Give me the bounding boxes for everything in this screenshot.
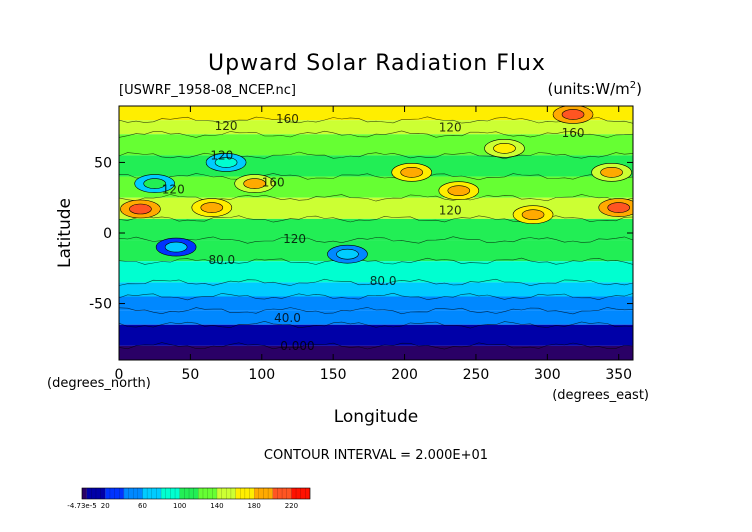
latitude-band [119,240,633,262]
contour-label: 120 [283,232,306,246]
latitude-band [119,176,633,198]
contour-region [400,167,423,178]
y-unit-note: (degrees_north) [47,376,151,391]
latitude-band [119,197,633,219]
contour-region [129,203,152,215]
latitude-band [119,106,633,121]
colorbar-tick-label: 220 [285,502,298,510]
contour-region [143,178,166,189]
x-tick-label: 0 [115,367,124,383]
latitude-band [119,345,633,360]
y-tick-label: -50 [89,297,112,313]
colorbar-min-label: -4.73e-5 [67,502,96,510]
contour-line [119,342,633,350]
y-tick-label: 50 [94,155,112,171]
contour-label: 120 [439,120,462,134]
contour-region [493,143,516,154]
colorbar-tick-label: 100 [173,502,186,510]
colorbar-swatch [82,488,87,499]
latitude-band [119,296,633,311]
contour-line [119,292,633,301]
contour-label: 160 [262,175,285,189]
x-tick-label: 50 [181,367,199,383]
contour-region [521,209,545,220]
contour-interval-note: CONTOUR INTERVAL = 2.000E+01 [264,448,488,463]
colorbar-tick-label: 60 [138,502,147,510]
latitude-band [119,324,633,346]
contour-label: 160 [276,112,299,126]
contour-region [561,109,585,120]
contour-label: 0.000 [280,339,314,353]
contour-label: 160 [562,126,585,140]
latitude-band [119,310,633,325]
contour-region [336,248,359,260]
contour-region [243,178,266,189]
contour-line [119,173,633,181]
contour-line [119,278,633,287]
y-axis: 50 0 -50 [89,155,633,313]
x-axis-title: Longitude [334,407,419,427]
latitude-band [119,155,633,177]
plot-area: 160 120 120 160 120 160 120 120 120 80.0 80.0 40.0 0… [119,106,633,360]
data-file-label: [USWRF_1958-08_NCEP.nc] [119,83,296,98]
contour-region [600,167,623,178]
colorbar-frame [81,487,311,500]
contour-label: 120 [439,204,462,218]
contour-label: 120 [162,182,185,196]
x-tick-label: 250 [463,367,490,383]
contour-label: 40.0 [274,311,301,325]
units-label: (units:W/m2) [547,80,642,98]
latitude-band [119,218,633,241]
contour-region [607,202,631,213]
contour-region [214,157,238,168]
contour-region [200,202,224,213]
latitude-band [119,261,633,283]
contour-label: 80.0 [208,253,235,267]
contour-label: 120 [210,149,233,163]
contour-region [164,241,188,253]
contour-line [119,320,633,329]
x-tick-label: 300 [534,367,561,383]
contour-label: 120 [215,119,238,133]
contour-line [119,236,633,244]
latitude-band [119,282,633,297]
colorbar-tick-label: 20 [101,502,110,510]
y-axis-title: Latitude [55,198,75,268]
x-axis: 0 50 100 150 200 250 300 350 [115,106,632,383]
latitude-band [119,120,633,135]
x-tick-label: 100 [248,367,275,383]
x-tick-label: 150 [320,367,347,383]
chart-title: Upward Solar Radiation Flux [208,51,546,76]
colorbar-tick-label: 140 [210,502,223,510]
contour-label: 80.0 [370,274,397,288]
x-tick-label: 200 [391,367,418,383]
x-tick-label: 350 [605,367,632,383]
y-tick-label: 0 [103,226,112,242]
colorbar: -4.73e-5 20 60 100 140 180 220 [67,487,311,510]
contour-line [119,116,633,124]
contour-line [119,307,633,315]
contour-region [447,185,471,196]
contour-line [119,151,633,160]
colorbar-tick-label: 180 [247,502,260,510]
contour-line [119,257,633,265]
x-unit-note: (degrees_east) [552,388,649,403]
contour-line [119,130,633,138]
